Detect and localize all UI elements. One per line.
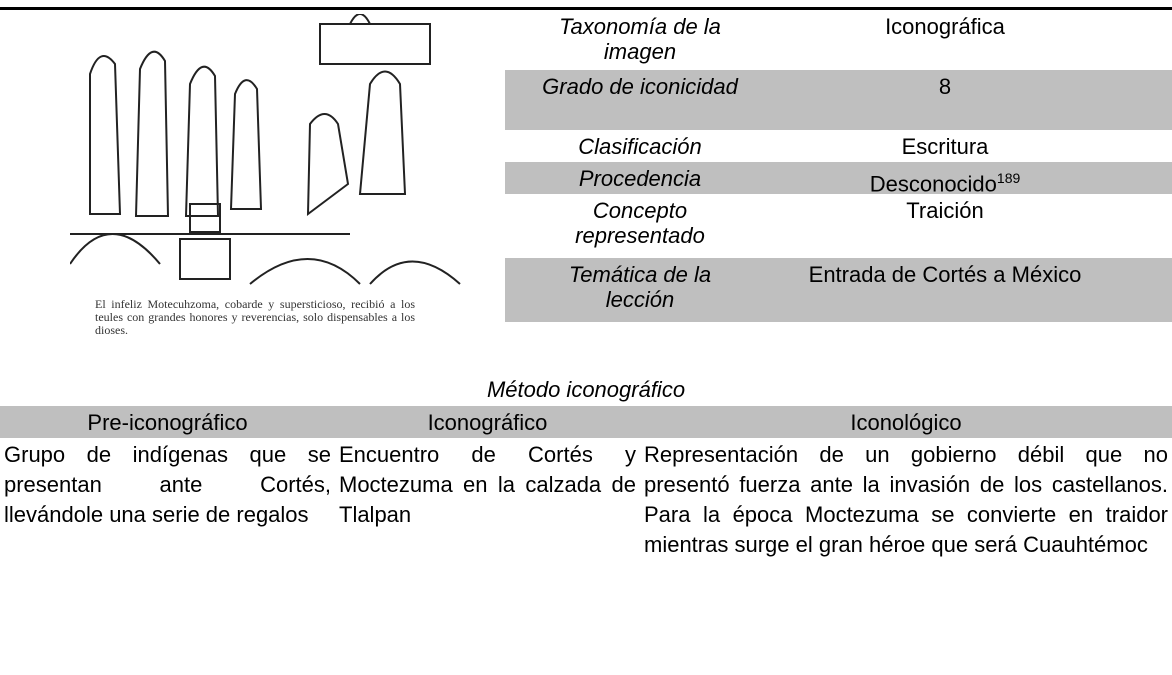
column-header: Iconográfico xyxy=(427,410,548,435)
footnote-ref: 189 xyxy=(996,170,1021,186)
row-band xyxy=(505,258,1172,322)
column-header: Pre-iconográfico xyxy=(87,410,248,435)
row-label: Grado de iconicidad xyxy=(542,74,738,99)
illustration xyxy=(70,14,461,285)
value-text: 8 xyxy=(938,74,952,99)
header-band xyxy=(0,406,1172,438)
row-label: Procedencia xyxy=(578,166,702,191)
row-band xyxy=(505,70,1172,130)
value-text: Entrada de Cortés a México xyxy=(808,262,1082,287)
row-value: 8 xyxy=(790,70,1100,99)
row-value: Entrada de Cortés a México xyxy=(790,258,1100,287)
image-caption: El infeliz Motecuhzoma, cobarde y supers… xyxy=(95,297,415,337)
row-label: Temática de la lección xyxy=(568,262,712,312)
cell: Grupo de indígenas que se presentan ante… xyxy=(4,442,331,527)
value-text: Escritura xyxy=(901,134,989,159)
value-text: Desconocido xyxy=(869,171,997,197)
row-value: Escritura xyxy=(790,130,1100,159)
row-label: Clasificación xyxy=(578,134,702,159)
value-text: Iconográfica xyxy=(885,14,1005,39)
row-value: Iconográfica xyxy=(790,10,1100,39)
row-label: Concepto representado xyxy=(575,198,705,248)
row-value: Traición xyxy=(790,194,1100,223)
method-title: Método iconográfico xyxy=(486,377,686,402)
top-rule xyxy=(0,7,1172,10)
cell: Representación de un gobierno débil que … xyxy=(644,442,1168,557)
cell: Encuentro de Cortés y Moctezuma en la ca… xyxy=(339,442,636,527)
row-value: Desconocido189 xyxy=(790,162,1100,196)
column-header: Iconológico xyxy=(850,410,962,435)
row-label: Taxonomía de la imagen xyxy=(559,14,721,64)
value-text: Traición xyxy=(906,198,984,223)
row-band xyxy=(505,162,1172,194)
